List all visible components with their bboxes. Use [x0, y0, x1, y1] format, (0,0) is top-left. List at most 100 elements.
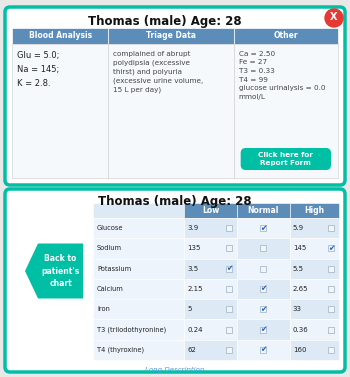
Text: Click here for
Report Form: Click here for Report Form [258, 152, 313, 166]
Text: ✔: ✔ [260, 345, 267, 354]
Text: 2.15: 2.15 [187, 286, 203, 292]
Text: ✔: ✔ [260, 285, 267, 294]
Text: Blood Analysis: Blood Analysis [28, 32, 92, 40]
Text: 145: 145 [293, 245, 306, 251]
Text: 0.24: 0.24 [187, 326, 203, 333]
Text: Calcium: Calcium [97, 286, 124, 292]
Text: complained of abrupt
polydipsia (excessive
thirst) and polyuria
(excessive urine: complained of abrupt polydipsia (excessi… [113, 51, 203, 93]
FancyBboxPatch shape [241, 148, 331, 170]
Bar [184, 279, 237, 299]
Bar [93, 203, 184, 218]
Bar [226, 347, 232, 353]
Bar [290, 340, 339, 360]
FancyBboxPatch shape [5, 189, 345, 372]
Bar [260, 347, 266, 353]
Text: ✔: ✔ [328, 244, 334, 253]
Text: Glucose: Glucose [97, 225, 124, 231]
Text: Iron: Iron [97, 306, 110, 312]
Bar [226, 286, 232, 292]
Text: 5: 5 [187, 306, 191, 312]
Circle shape [325, 9, 343, 27]
Bar [328, 347, 334, 353]
Bar [290, 259, 339, 279]
Text: 160: 160 [293, 347, 306, 353]
Bar [226, 306, 232, 312]
Bar [328, 326, 334, 333]
Bar [93, 279, 184, 299]
FancyBboxPatch shape [5, 7, 345, 185]
Text: Low: Low [202, 206, 219, 215]
Bar [234, 44, 338, 178]
Text: 3.5: 3.5 [187, 266, 198, 272]
Bar [237, 279, 290, 299]
Bar [184, 238, 237, 259]
Text: Thomas (male) Age: 28: Thomas (male) Age: 28 [98, 196, 252, 208]
Bar [290, 238, 339, 259]
Text: Potassium: Potassium [97, 266, 131, 272]
Text: ✔: ✔ [260, 224, 267, 233]
Bar [108, 44, 234, 178]
Text: Other: Other [274, 32, 298, 40]
Bar [237, 218, 290, 238]
Bar [290, 203, 339, 218]
Text: Sodium: Sodium [97, 245, 122, 251]
Bar [12, 28, 108, 44]
Bar [290, 299, 339, 319]
Bar [260, 286, 266, 292]
Bar [237, 203, 290, 218]
Bar [184, 259, 237, 279]
Bar [184, 299, 237, 319]
Bar [328, 306, 334, 312]
Bar [184, 218, 237, 238]
Bar [184, 319, 237, 340]
Polygon shape [25, 244, 83, 299]
Bar [93, 218, 184, 238]
Bar [226, 266, 232, 272]
Text: ✔: ✔ [260, 325, 267, 334]
Bar [237, 238, 290, 259]
Text: Long Description: Long Description [145, 367, 205, 373]
Bar [290, 319, 339, 340]
Bar [260, 266, 266, 272]
Bar [93, 259, 184, 279]
Bar [237, 340, 290, 360]
Bar [226, 225, 232, 231]
Text: X: X [330, 12, 338, 23]
Bar [184, 203, 237, 218]
Bar [234, 28, 338, 44]
Text: ✔: ✔ [226, 264, 232, 273]
Text: 33: 33 [293, 306, 302, 312]
Bar [226, 245, 232, 251]
Bar [12, 44, 108, 178]
Bar [328, 225, 334, 231]
Text: Back to
patient's
chart: Back to patient's chart [41, 254, 80, 288]
Bar [328, 286, 334, 292]
Bar [260, 245, 266, 251]
Text: 5.9: 5.9 [293, 225, 304, 231]
Bar [93, 319, 184, 340]
Bar [93, 238, 184, 259]
Text: 62: 62 [187, 347, 196, 353]
Text: High: High [304, 206, 324, 215]
Text: Triage Data: Triage Data [146, 32, 196, 40]
Bar [93, 299, 184, 319]
Bar [328, 266, 334, 272]
Bar [237, 259, 290, 279]
Bar [93, 340, 184, 360]
Text: 5.5: 5.5 [293, 266, 304, 272]
Bar [328, 245, 334, 251]
Bar [237, 319, 290, 340]
Bar [290, 218, 339, 238]
Text: ✔: ✔ [260, 305, 267, 314]
Text: Normal: Normal [248, 206, 279, 215]
Text: 0.36: 0.36 [293, 326, 309, 333]
Bar [290, 279, 339, 299]
Text: 135: 135 [187, 245, 201, 251]
Bar [237, 299, 290, 319]
Text: 3.9: 3.9 [187, 225, 198, 231]
Bar [260, 225, 266, 231]
Bar [184, 340, 237, 360]
Text: T3 (triiodothyronine): T3 (triiodothyronine) [97, 326, 166, 333]
Text: Ca = 2.50
Fe = 27
T3 = 0.33
T4 = 99
glucose urinalysis = 0.0
mmol/L: Ca = 2.50 Fe = 27 T3 = 0.33 T4 = 99 gluc… [239, 51, 325, 100]
Bar [226, 326, 232, 333]
